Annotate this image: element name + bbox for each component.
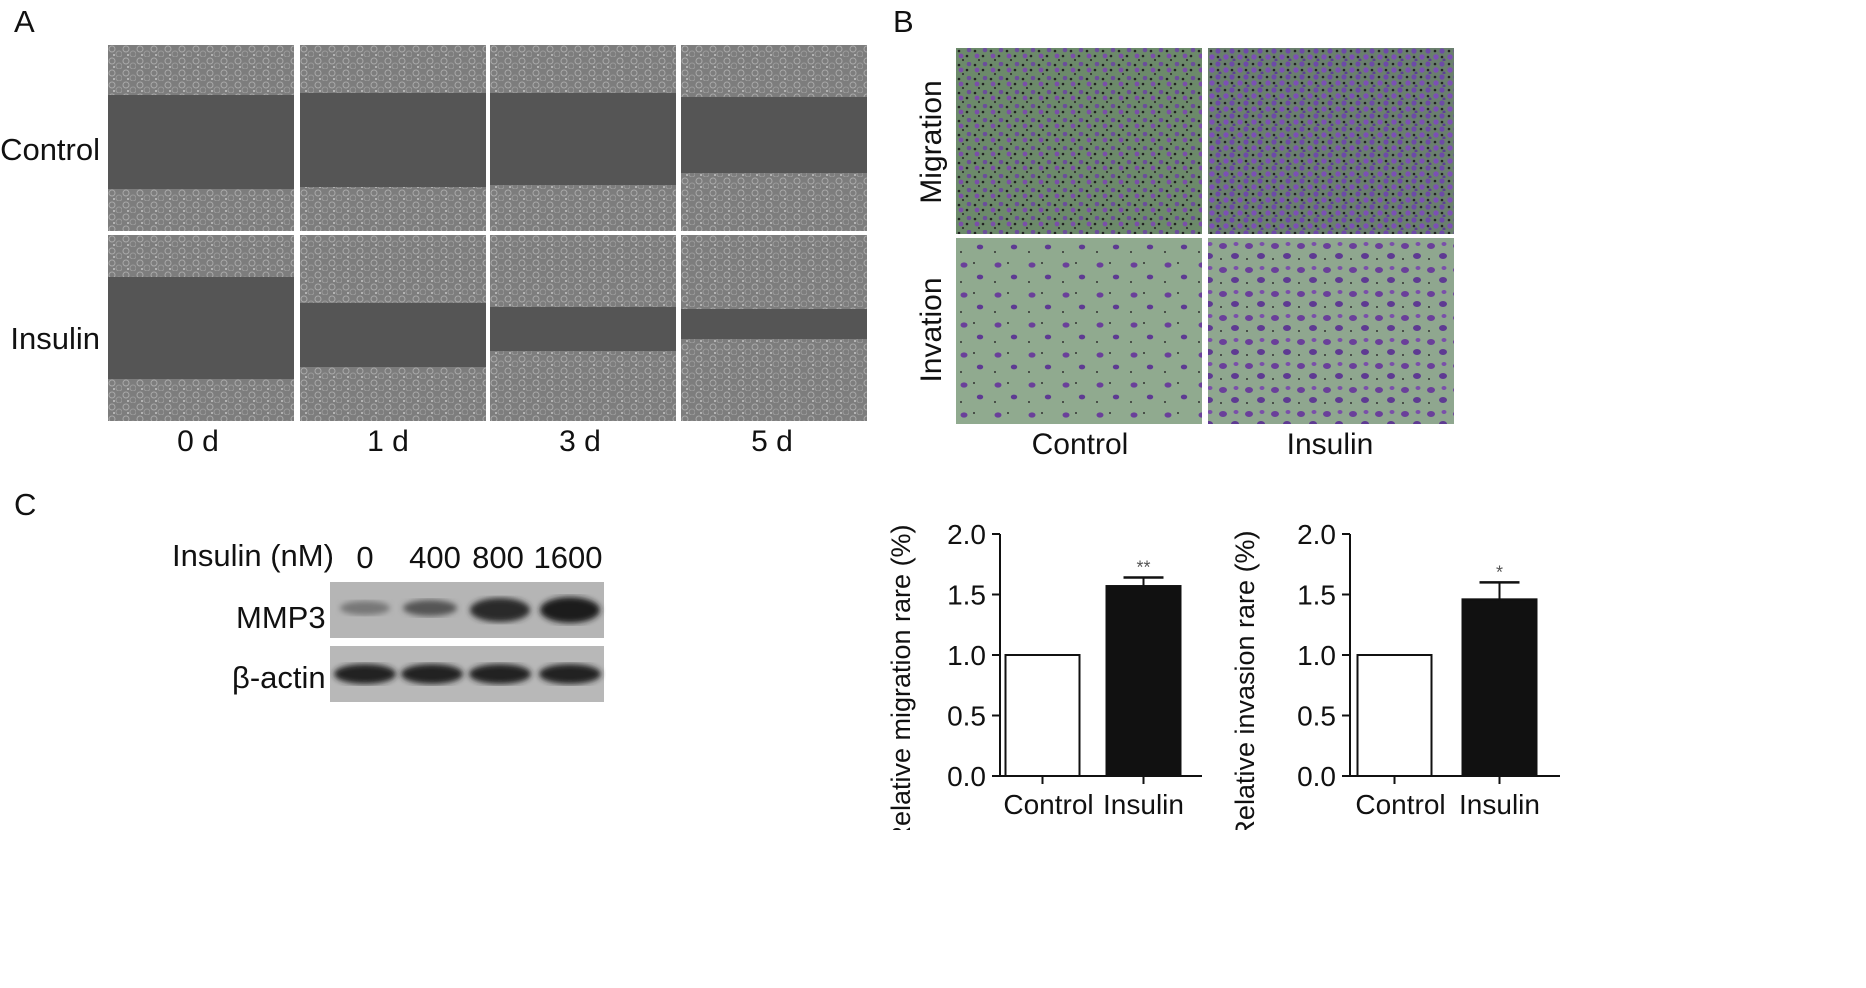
scratch-image-control-5d (681, 45, 867, 231)
migration-chart-ylabel: Relative migration rare (%) (886, 524, 916, 830)
col-label-b-insulin: Insulin (1286, 428, 1374, 461)
col-label-b-control: Control (1031, 428, 1129, 461)
migration-chart-xtick-label-insulin: Insulin (1103, 789, 1184, 820)
migration-chart-bar-insulin (1105, 585, 1182, 777)
panel-b-label: B (893, 4, 914, 39)
invasion-chart-ylabel: Relative invasion rare (%) (1230, 530, 1260, 830)
dose-1600: 1600 (533, 540, 603, 575)
row-label-control: Control (0, 132, 100, 167)
migration-chart-significance-insulin: ** (1136, 558, 1150, 578)
migration-chart-bar-control (1004, 654, 1081, 777)
invasion-chart-bar-insulin (1461, 598, 1538, 777)
dose-800: 800 (472, 540, 524, 575)
invasion-bar-chart: 0.0 0.5 1.0 1.5 2.0 Relative invasion rare (%… (1230, 519, 1560, 830)
mmp3-blot (330, 582, 604, 638)
invasion-image-control (956, 238, 1202, 424)
invasion-chart-bar-control (1356, 654, 1433, 777)
western-blot (330, 582, 604, 702)
band-label-actin: β-actin (232, 660, 326, 695)
migration-image-control (956, 48, 1202, 234)
invasion-chart-ytick-label: 1.5 (1297, 580, 1336, 611)
scratch-image-insulin-3d (490, 235, 676, 421)
dose-400: 400 (409, 540, 461, 575)
scratch-image-insulin-5d (681, 235, 867, 421)
invasion-chart-xtick-label-control: Control (1355, 789, 1445, 820)
scratch-image-control-0d (108, 45, 294, 231)
migration-chart-ytick-label: 2.0 (947, 519, 986, 550)
invasion-image-insulin (1208, 238, 1454, 424)
col-label-0d: 0 d (177, 425, 219, 458)
wound-healing-image-grid (108, 45, 867, 421)
insulin-dose-label: Insulin (nM) (172, 538, 334, 573)
scratch-image-control-3d (490, 45, 676, 231)
migration-chart-ytick-label: 0.0 (947, 761, 986, 792)
row-label-insulin: Insulin (10, 321, 100, 356)
row-label-migration: Migration (915, 80, 948, 204)
invasion-chart-xtick-label-insulin: Insulin (1459, 789, 1540, 820)
actin-blot (330, 646, 604, 702)
dose-0: 0 (356, 540, 374, 575)
migration-chart-ytick-label: 1.0 (947, 640, 986, 671)
invasion-chart-ytick-label: 1.0 (1297, 640, 1336, 671)
row-label-invation: Invation (915, 277, 948, 383)
col-label-5d: 5 d (751, 425, 793, 458)
migration-image-insulin (1208, 48, 1454, 234)
scratch-image-insulin-1d (300, 235, 486, 421)
band-label-mmp3: MMP3 (236, 600, 326, 635)
transwell-image-grid (956, 48, 1454, 424)
migration-bar-chart: 0.0 0.5 1.0 1.5 2.0 Relative migration rare (… (886, 519, 1202, 830)
invasion-chart-ytick-label: 0.5 (1297, 701, 1336, 732)
migration-chart-ytick-label: 1.5 (947, 580, 986, 611)
invasion-chart-ytick-label: 0.0 (1297, 761, 1336, 792)
scratch-image-insulin-0d (108, 235, 294, 421)
migration-chart-xtick-label-control: Control (1003, 789, 1093, 820)
col-label-3d: 3 d (559, 425, 601, 458)
invasion-chart-ytick-label: 2.0 (1297, 519, 1336, 550)
invasion-chart-significance-insulin: * (1496, 562, 1503, 582)
scratch-image-control-1d (300, 45, 486, 231)
col-label-1d: 1 d (367, 425, 409, 458)
panel-a-label: A (14, 4, 35, 39)
migration-chart-ytick-label: 0.5 (947, 701, 986, 732)
panel-c-label: C (14, 487, 37, 522)
